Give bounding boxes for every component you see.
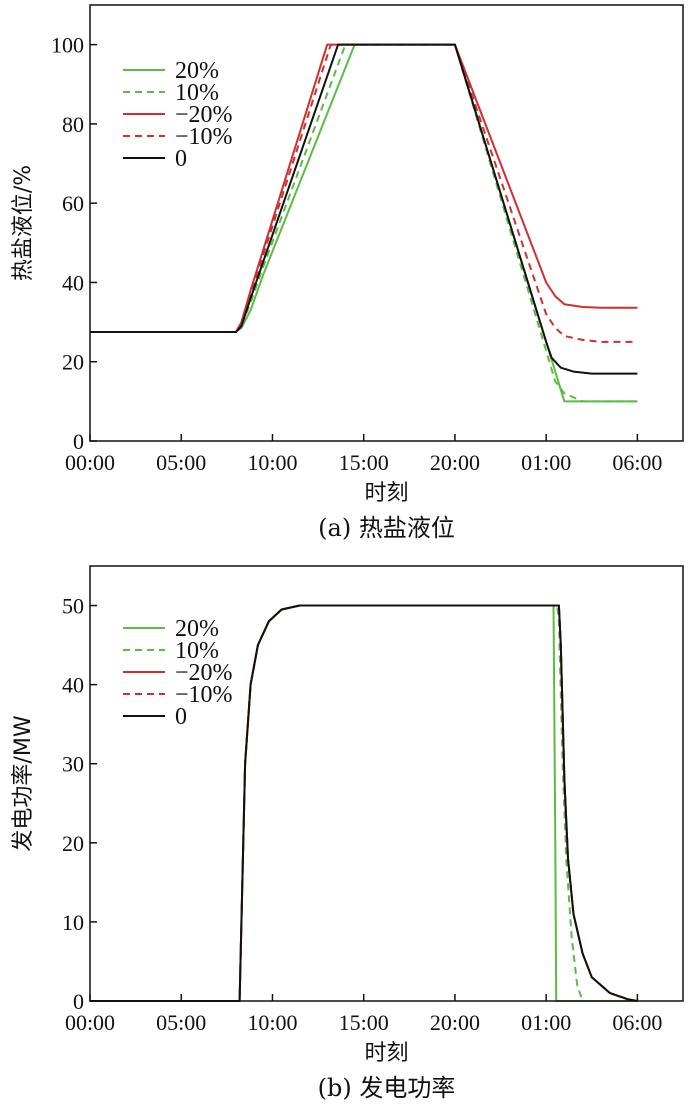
plot-frame — [89, 565, 684, 1002]
y-tick-label: 30 — [62, 752, 84, 777]
legend-label-3: −10% — [175, 124, 233, 150]
x-tick-label: 01:00 — [521, 1010, 571, 1035]
legend-label-0: 20% — [175, 58, 219, 84]
legend-label-4: 0 — [175, 146, 187, 172]
legend-label-1: 10% — [175, 80, 219, 106]
y-tick-label: 0 — [73, 429, 84, 454]
legend-label-3: −10% — [175, 682, 233, 708]
legend-label-2: −20% — [175, 660, 233, 686]
chart-caption: (b) 发电功率 — [318, 1074, 456, 1102]
x-tick-label: 05:00 — [156, 450, 206, 475]
plot-frame — [89, 4, 684, 442]
series-line-2 — [90, 43, 638, 333]
legend-label-4: 0 — [175, 704, 187, 730]
chart-caption: (a) 热盐液位 — [318, 514, 455, 542]
x-tick-label: 00:00 — [65, 1010, 115, 1035]
y-tick-label: 40 — [62, 270, 84, 295]
y-tick-label: 100 — [51, 33, 84, 58]
y-axis-title: 热盐液位/% — [11, 165, 36, 281]
x-tick-label: 00:00 — [65, 450, 115, 475]
legend-label-2: −20% — [175, 102, 233, 128]
x-axis-title: 时刻 — [364, 1041, 408, 1066]
x-tick-label: 10:00 — [247, 1010, 297, 1035]
x-tick-label: 05:00 — [156, 1010, 206, 1035]
x-tick-label: 10:00 — [247, 450, 297, 475]
series-line-0 — [90, 43, 638, 403]
y-tick-label: 40 — [62, 673, 84, 698]
series-line-1 — [90, 604, 584, 1002]
y-tick-label: 10 — [62, 910, 84, 935]
x-tick-label: 15:00 — [339, 1010, 389, 1035]
chart-hot-salt-level: 0 20 40 60 80 100 00:00 05:00 10:00 15:00 20:00 01:… — [11, 4, 684, 542]
chart-power-output: 0 10 20 30 40 50 00:00 05:00 10:00 15:00 20:00 01:0… — [11, 565, 684, 1102]
x-axis-title: 时刻 — [364, 481, 408, 506]
x-tick-label: 20:00 — [430, 1010, 480, 1035]
x-tick-label: 01:00 — [521, 450, 571, 475]
series-line-0 — [90, 604, 638, 1002]
y-tick-label: 50 — [62, 594, 84, 619]
y-axis-title: 发电功率/MW — [11, 715, 36, 851]
legend-label-1: 10% — [175, 638, 219, 664]
x-tick-label: 15:00 — [339, 450, 389, 475]
series-line-4 — [90, 604, 638, 1002]
x-tick-label: 06:00 — [612, 1010, 662, 1035]
series-line-1 — [90, 43, 638, 403]
y-tick-label: 0 — [73, 989, 84, 1014]
y-tick-label: 20 — [62, 831, 84, 856]
x-tick-label: 20:00 — [430, 450, 480, 475]
x-tick-label: 06:00 — [612, 450, 662, 475]
y-tick-label: 60 — [62, 191, 84, 216]
legend-label-0: 20% — [175, 616, 219, 642]
y-tick-label: 20 — [62, 350, 84, 375]
series-line-4 — [90, 43, 638, 375]
y-tick-label: 80 — [62, 112, 84, 137]
